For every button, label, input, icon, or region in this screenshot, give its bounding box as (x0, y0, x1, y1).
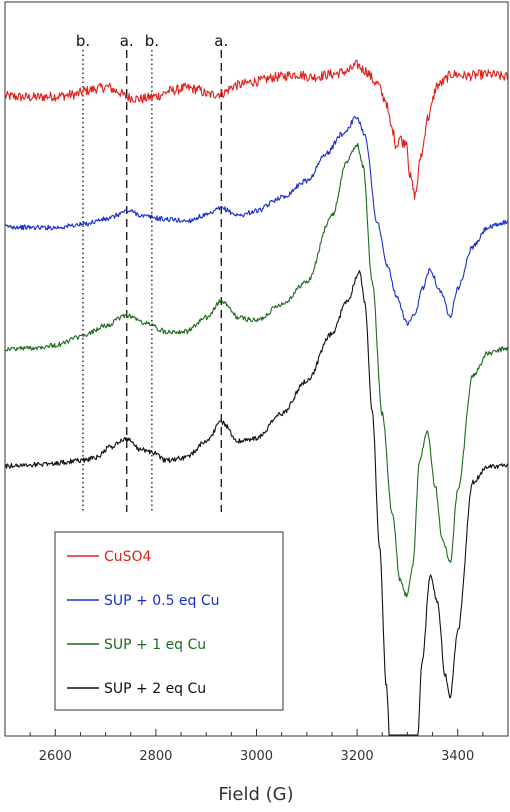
series-line-0 (4, 59, 508, 200)
marker-label-3: a. (214, 32, 228, 50)
legend: CuSO4 SUP + 0.5 eq Cu SUP + 1 eq Cu SUP + 2… (54, 531, 284, 711)
x-tick-label: 2800 (139, 749, 172, 764)
marker-label-0: b. (76, 32, 90, 50)
x-tick-label: 3000 (240, 749, 273, 764)
x-tick-label: 3400 (441, 749, 474, 764)
x-tick-label: 3200 (341, 749, 374, 764)
series-line-1 (4, 115, 508, 326)
x-axis-ticks: 2600 2800 3000 3200 3400 (4, 729, 509, 764)
legend-label-0: CuSO4 (104, 549, 152, 565)
x-axis-title: Field (G) (218, 784, 293, 805)
legend-label-3: SUP + 2 eq Cu (104, 681, 206, 697)
marker-label-2: b. (145, 32, 159, 50)
legend-label-1: SUP + 0.5 eq Cu (104, 593, 220, 609)
series-lines (4, 59, 508, 736)
marker-label-1: a. (120, 32, 134, 50)
legend-box (54, 531, 284, 711)
series-line-3 (4, 269, 508, 736)
series-line-2 (4, 142, 508, 598)
marker-lines: b. a. b. a. (76, 32, 228, 512)
x-tick-label: 2600 (39, 749, 72, 764)
legend-label-2: SUP + 1 eq Cu (104, 637, 206, 653)
